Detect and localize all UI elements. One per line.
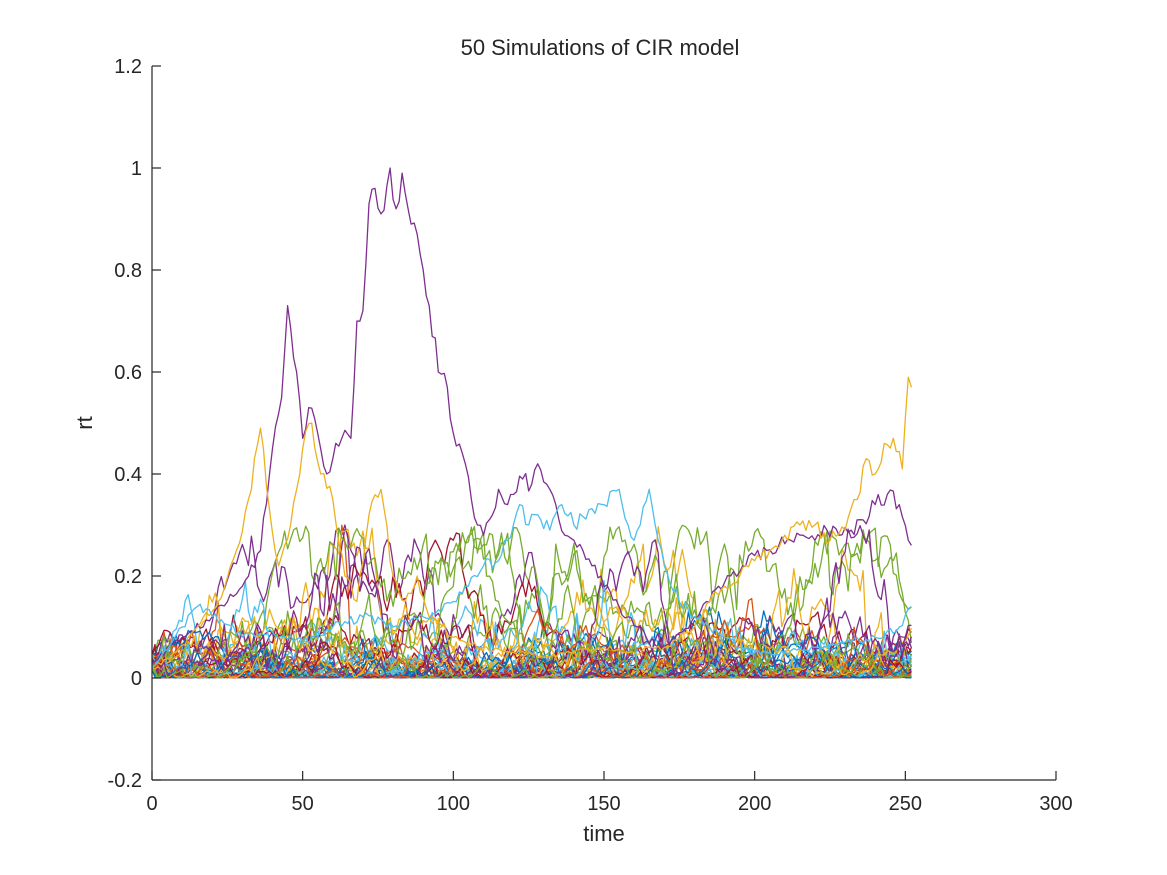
x-tick-label: 150	[587, 793, 620, 815]
x-tick-label: 50	[292, 793, 314, 815]
y-tick-label: 0	[131, 668, 142, 690]
y-axis-label: rt	[72, 416, 97, 429]
y-tick-label: -0.2	[108, 770, 142, 792]
x-tick-label: 200	[738, 793, 771, 815]
y-tick-label: 1	[131, 158, 142, 180]
y-tick-label: 1.2	[114, 56, 142, 78]
x-ticks: 0 50 100 150 200 250 300	[146, 771, 1073, 815]
simulation-path	[152, 539, 912, 679]
y-tick-label: 0.6	[114, 362, 142, 384]
simulation-path	[152, 593, 912, 679]
simulation-path-orange-end	[152, 376, 913, 669]
series-layer	[152, 167, 913, 679]
chart-title: 50 Simulations of CIR model	[461, 35, 740, 60]
y-tick-label: 0.2	[114, 566, 142, 588]
simulation-path-cyan-mid	[152, 488, 912, 669]
y-tick-label: 0.4	[114, 464, 142, 486]
x-tick-label: 250	[889, 793, 922, 815]
y-tick-label: 0.8	[114, 260, 142, 282]
x-axis-label: time	[583, 821, 625, 846]
x-tick-label: 300	[1039, 793, 1072, 815]
x-tick-label: 0	[146, 793, 157, 815]
y-ticks: -0.2 0 0.2 0.4 0.6 0.8 1 1.2	[108, 56, 161, 792]
x-tick-label: 100	[437, 793, 470, 815]
simulation-path-purple-peak	[152, 167, 912, 664]
